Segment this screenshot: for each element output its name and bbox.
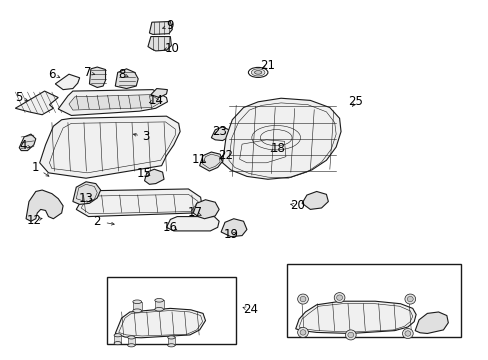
Ellipse shape	[402, 328, 412, 338]
FancyBboxPatch shape	[114, 335, 121, 343]
Ellipse shape	[300, 296, 305, 302]
Text: 9: 9	[166, 19, 174, 32]
Ellipse shape	[114, 342, 121, 345]
Ellipse shape	[407, 296, 412, 302]
Polygon shape	[115, 309, 205, 338]
Polygon shape	[199, 152, 222, 171]
Text: 20: 20	[289, 199, 304, 212]
Polygon shape	[166, 217, 219, 231]
Ellipse shape	[345, 330, 355, 340]
Text: 7: 7	[83, 66, 91, 79]
Polygon shape	[221, 149, 239, 165]
Polygon shape	[222, 98, 340, 179]
Text: 21: 21	[260, 59, 275, 72]
Text: 15: 15	[137, 167, 152, 180]
Ellipse shape	[155, 298, 163, 302]
Text: 19: 19	[223, 228, 238, 241]
Polygon shape	[302, 192, 328, 210]
FancyBboxPatch shape	[133, 302, 142, 311]
Polygon shape	[148, 37, 171, 51]
Text: 1: 1	[32, 161, 40, 174]
Text: 6: 6	[48, 68, 56, 81]
Text: 8: 8	[118, 68, 125, 81]
Ellipse shape	[167, 336, 175, 339]
Ellipse shape	[127, 344, 135, 347]
Polygon shape	[26, 190, 63, 221]
Ellipse shape	[133, 300, 142, 303]
Text: 22: 22	[218, 149, 233, 162]
Polygon shape	[211, 127, 228, 140]
Text: 18: 18	[270, 142, 285, 155]
Text: 13: 13	[79, 192, 93, 205]
Polygon shape	[193, 200, 219, 219]
Polygon shape	[58, 90, 167, 116]
Polygon shape	[149, 22, 172, 35]
FancyBboxPatch shape	[155, 300, 163, 309]
Ellipse shape	[297, 294, 308, 304]
FancyBboxPatch shape	[287, 264, 460, 337]
Polygon shape	[15, 91, 58, 115]
FancyBboxPatch shape	[107, 277, 236, 344]
Ellipse shape	[133, 309, 142, 312]
Polygon shape	[76, 189, 201, 217]
Text: 17: 17	[187, 207, 202, 220]
Text: 3: 3	[142, 130, 149, 144]
Ellipse shape	[404, 331, 410, 336]
Ellipse shape	[297, 327, 308, 337]
Polygon shape	[73, 182, 101, 204]
FancyBboxPatch shape	[167, 337, 175, 345]
Ellipse shape	[333, 293, 344, 303]
Polygon shape	[69, 95, 161, 110]
Text: 23: 23	[211, 125, 226, 138]
Ellipse shape	[155, 307, 163, 311]
Polygon shape	[414, 312, 447, 333]
Polygon shape	[19, 134, 36, 150]
Text: 25: 25	[347, 95, 363, 108]
Ellipse shape	[251, 69, 264, 76]
Polygon shape	[151, 89, 167, 98]
Polygon shape	[295, 301, 415, 333]
Text: 2: 2	[93, 215, 101, 228]
Ellipse shape	[114, 334, 121, 337]
Text: 5: 5	[16, 91, 23, 104]
Ellipse shape	[347, 332, 353, 338]
Ellipse shape	[336, 295, 342, 300]
Text: 16: 16	[163, 221, 178, 234]
Text: 14: 14	[148, 94, 163, 107]
Polygon shape	[55, 74, 80, 90]
Ellipse shape	[300, 330, 305, 335]
Text: 10: 10	[164, 41, 180, 54]
FancyBboxPatch shape	[127, 337, 135, 345]
Polygon shape	[40, 116, 180, 178]
Text: 12: 12	[26, 214, 41, 227]
Text: 24: 24	[243, 303, 257, 316]
Ellipse shape	[127, 336, 135, 339]
Text: 4: 4	[19, 139, 26, 152]
Polygon shape	[89, 67, 105, 87]
Ellipse shape	[254, 71, 261, 74]
Polygon shape	[221, 219, 246, 237]
Polygon shape	[115, 69, 138, 89]
Text: 11: 11	[192, 153, 207, 166]
Ellipse shape	[167, 344, 175, 347]
Polygon shape	[144, 169, 163, 184]
Ellipse shape	[404, 294, 415, 304]
